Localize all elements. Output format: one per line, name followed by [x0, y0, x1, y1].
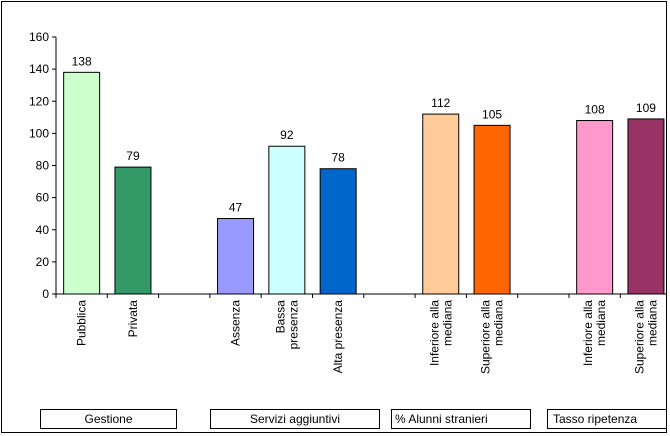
y-tick-label: 100 [29, 126, 49, 140]
category-label: Inferiore alla [581, 300, 595, 366]
category-label: Assenza [229, 300, 243, 346]
bar-value-label: 79 [126, 149, 140, 163]
y-tick-label: 60 [36, 191, 50, 205]
bar [473, 124, 511, 295]
category-label: mediana [440, 300, 454, 346]
category-label: mediana [594, 300, 608, 346]
bar [422, 113, 460, 295]
y-tick-label: 0 [42, 287, 49, 301]
group-label-tasso-ripetenza: Tasso ripetenza [547, 409, 666, 429]
category-label: Privata [126, 300, 140, 338]
bar [63, 71, 101, 295]
category-label: Inferiore alla [427, 300, 441, 366]
bar [576, 120, 614, 295]
bar [217, 218, 255, 295]
y-tick-label: 80 [36, 159, 50, 173]
bar [627, 118, 665, 295]
y-tick-label: 120 [29, 94, 49, 108]
group-label-alunni-stranieri: % Alunni stranieri [391, 409, 531, 429]
bar-value-label: 105 [482, 107, 502, 121]
category-label: Alta presenza [331, 300, 345, 374]
bar-value-label: 112 [431, 96, 450, 110]
y-tick-label: 40 [36, 223, 50, 237]
bar [319, 168, 357, 295]
category-label: mediana [492, 300, 506, 346]
category-label: mediana [645, 300, 659, 346]
category-label: Superiore alla [632, 300, 646, 374]
y-tick-label: 20 [36, 255, 50, 269]
category-label: presenza [286, 300, 300, 350]
category-label: Superiore alla [479, 300, 493, 374]
category-label: Bassa [273, 300, 287, 334]
group-label-servizi-aggiuntivi: Servizi aggiuntivi [210, 409, 380, 429]
bar [114, 166, 152, 295]
bar [268, 145, 306, 295]
bar-value-label: 92 [280, 128, 294, 142]
bar-value-label: 109 [636, 101, 656, 115]
group-label-gestione: Gestione [40, 409, 177, 429]
y-tick-label: 160 [29, 30, 49, 44]
bar-value-label: 47 [229, 201, 243, 215]
bar-value-label: 108 [585, 103, 605, 117]
bar-value-label: 138 [72, 54, 92, 68]
category-label: Pubblica [75, 300, 89, 346]
y-tick-label: 140 [29, 62, 49, 76]
bar-value-label: 78 [331, 151, 345, 165]
